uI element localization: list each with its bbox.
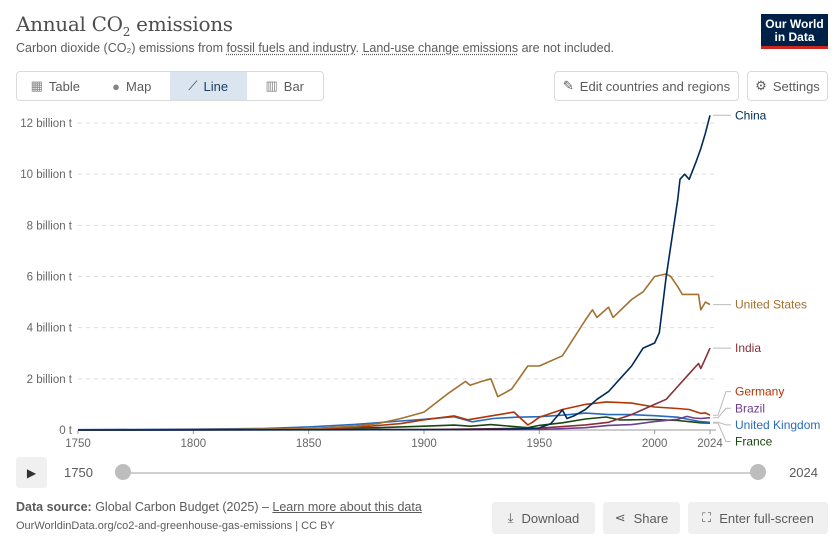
x-tick-label: 1850 [296, 438, 322, 450]
series-label: France [735, 435, 773, 449]
source-url: OurWorldinData.org/co2-and-greenhouse-ga… [16, 520, 335, 532]
x-tick-label: 1750 [65, 438, 91, 450]
data-source: Data source: Global Carbon Budget (2025)… [16, 500, 422, 514]
x-tick-label: 2024 [697, 438, 723, 450]
fossil-fuels-link[interactable]: fossil fuels and industry [226, 41, 356, 55]
chart-subtitle: Carbon dioxide (CO₂) emissions from foss… [16, 41, 614, 55]
y-tick-label: 10 billion t [20, 169, 73, 181]
series-line-india [77, 347, 711, 431]
series-line-brazil [77, 415, 711, 431]
line-chart: 0 t 2 billion t 4 billion t 6 billion t 8 bi… [20, 108, 820, 450]
timeline-end-label: 2024 [789, 465, 818, 480]
timeline-track[interactable] [123, 472, 758, 474]
share-icon: ⋖ [614, 510, 626, 525]
tab-map[interactable]: ● Map [112, 78, 152, 94]
series-label: United States [735, 298, 807, 312]
tab-table[interactable]: ▦ Table [30, 78, 80, 94]
x-tick-label: 1800 [181, 438, 207, 450]
tab-bar[interactable]: ▥ Bar [265, 78, 305, 94]
timeline: ▶ 1750 2024 [16, 456, 828, 488]
y-tick-label: 4 billion t [27, 323, 73, 335]
y-tick-label: 8 billion t [27, 220, 73, 232]
land-use-link[interactable]: Land-use change emissions [362, 41, 519, 55]
edit-countries-button[interactable]: ✎ Edit countries and regions [554, 71, 739, 101]
series-line-germany [77, 401, 711, 431]
series-label: Brazil [735, 401, 765, 415]
gear-icon: ⚙ [755, 78, 767, 93]
download-button[interactable]: ⤓ Download [492, 502, 595, 534]
x-tick-label: 1900 [411, 438, 437, 450]
label-connector [713, 422, 731, 442]
series-label: Germany [735, 385, 784, 399]
x-tick-label: 2000 [642, 438, 668, 450]
share-button[interactable]: ⋖ Share [603, 502, 680, 534]
play-icon: ▶ [26, 465, 37, 480]
timeline-start-label: 1750 [64, 465, 93, 480]
bar-chart-icon: ▥ [265, 78, 278, 93]
y-tick-label: 2 billion t [27, 374, 73, 386]
series-line-france [77, 416, 711, 431]
line-chart-icon: ⟋ [188, 78, 198, 93]
fullscreen-icon: ⛶ [702, 510, 712, 525]
timeline-start-handle[interactable] [115, 464, 131, 480]
download-icon: ⤓ [507, 510, 514, 525]
series-label: China [735, 108, 767, 122]
globe-icon: ● [112, 78, 121, 94]
timeline-end-handle[interactable] [750, 464, 766, 480]
x-tick-label: 1950 [527, 438, 553, 450]
label-connector [713, 391, 731, 416]
series-line-united-states [77, 273, 711, 431]
learn-more-link[interactable]: Learn more about this data [272, 500, 422, 514]
y-tick-label: 6 billion t [27, 272, 73, 284]
label-connector [713, 407, 731, 419]
settings-button[interactable]: ⚙ Settings [747, 71, 828, 101]
label-connector [713, 421, 731, 426]
y-tick-label: 12 billion t [20, 118, 73, 130]
series-line-united-kingdom [77, 412, 711, 431]
series-label: India [735, 341, 761, 355]
y-tick-label: 0 t [59, 425, 73, 437]
series-line-china [77, 115, 711, 431]
view-tabs: ▦ Table ● Map ⟋ Line ▥ Bar [16, 71, 324, 101]
series-label: United Kingdom [735, 418, 820, 432]
owid-logo[interactable]: Our World in Data [761, 14, 828, 49]
tab-line[interactable]: ⟋ Line [170, 72, 247, 100]
fullscreen-button[interactable]: ⛶ Enter full-screen [688, 502, 828, 534]
table-icon: ▦ [30, 78, 43, 93]
pencil-icon: ✎ [562, 78, 574, 93]
play-button[interactable]: ▶ [16, 457, 47, 488]
chart-title: Annual CO2 emissions [16, 12, 233, 39]
